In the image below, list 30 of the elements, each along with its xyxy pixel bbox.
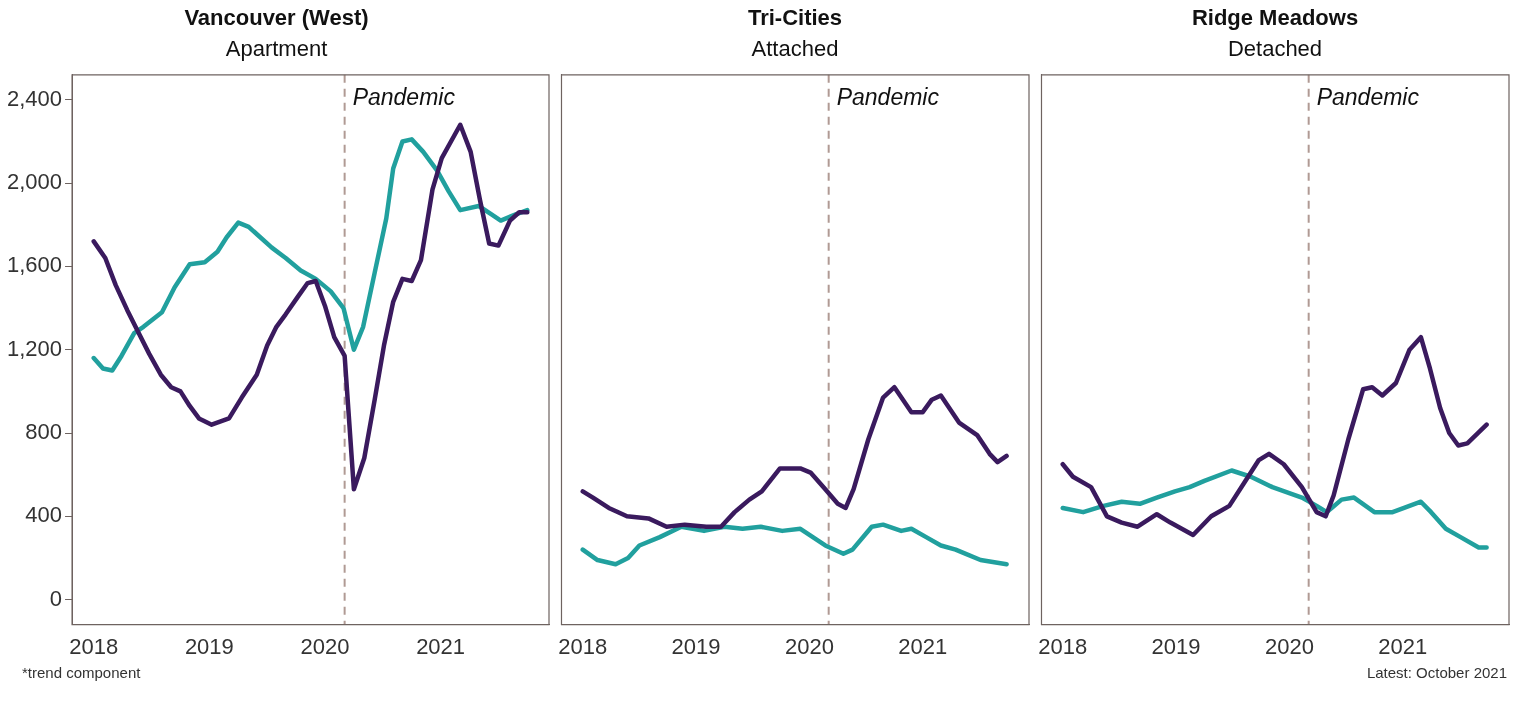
- chart-title: Vancouver (West): [184, 5, 369, 31]
- y-tick-label: 2,400: [6, 85, 63, 111]
- y-tick-label: 2,000: [6, 169, 63, 195]
- text: *trend component: [22, 664, 142, 681]
- y-tick-label: 1,200: [6, 335, 63, 361]
- y-tick-label: 400: [25, 502, 63, 528]
- y-tick-label: 1,600: [6, 252, 63, 278]
- chart-subtitle: Detached: [1227, 35, 1323, 61]
- x-tick-label: 2020: [784, 633, 834, 659]
- x-tick-label: 2018: [558, 633, 608, 659]
- y-tick-label: 800: [25, 419, 63, 445]
- x-tick-label: 2019: [1151, 633, 1201, 659]
- x-tick-label: 2019: [184, 633, 234, 659]
- chart-subtitle: Attached: [751, 35, 839, 61]
- x-tick-label: 2018: [69, 633, 119, 659]
- x-tick-label: 2021: [416, 633, 466, 659]
- text: Latest: October 2021: [1365, 664, 1507, 681]
- x-tick-label: 2020: [300, 633, 350, 659]
- ref-line-label: Pandemic: [352, 83, 456, 110]
- chart-title: Tri-Cities: [747, 5, 843, 31]
- x-tick-label: 2020: [1264, 633, 1314, 659]
- x-tick-label: 2018: [1038, 633, 1088, 659]
- x-tick-label: 2019: [671, 633, 721, 659]
- ref-line-label: Pandemic: [1316, 83, 1420, 110]
- x-tick-label: 2021: [1378, 633, 1428, 659]
- chart-subtitle: Apartment: [225, 35, 328, 61]
- x-tick-label: 2021: [898, 633, 948, 659]
- chart-title: Ridge Meadows: [1191, 5, 1359, 31]
- y-tick-label: 0: [49, 585, 63, 611]
- ref-line-label: Pandemic: [836, 83, 940, 110]
